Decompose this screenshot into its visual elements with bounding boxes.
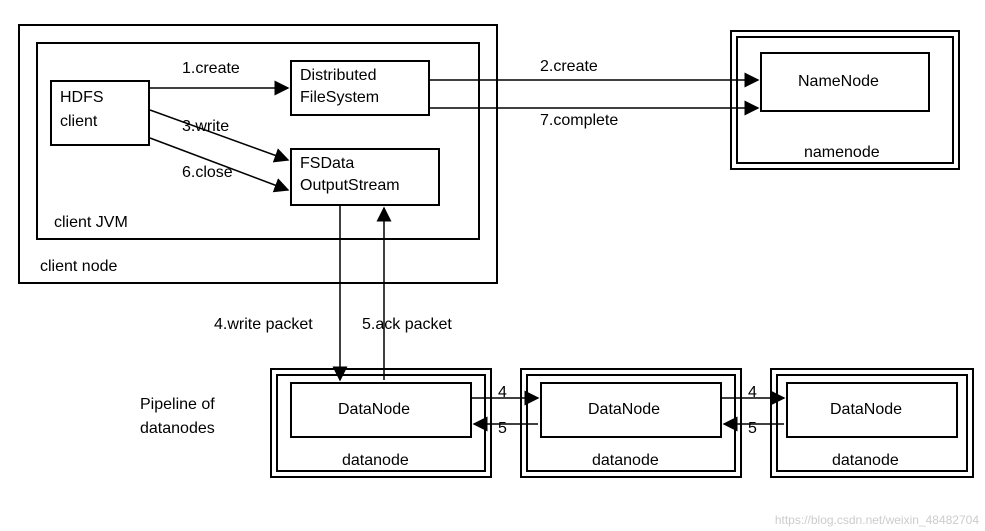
dist-fs-box: Distributed FileSystem [290,60,430,116]
dn2-box: DataNode [540,382,722,438]
edge-6-close: 6.close [182,164,233,182]
fsdata-l1: FSData [300,155,354,172]
edge-3-write: 3.write [182,118,229,136]
client-node-label: client node [40,258,117,276]
namenode-outer-label: namenode [804,144,880,162]
edge-4-write-packet: 4.write packet [214,316,313,334]
dn3-outer-label: datanode [832,452,899,470]
edge-p5-b: 5 [748,420,757,438]
client-jvm-label: client JVM [54,214,128,232]
edge-1-create: 1.create [182,60,240,78]
dn1-outer-label: datanode [342,452,409,470]
hdfs-client-box: HDFS client [50,80,150,146]
namenode-box: NameNode [760,52,930,112]
pipeline-l1: Pipeline of [140,396,215,414]
watermark: https://blog.csdn.net/weixin_48482704 [775,513,979,527]
edge-5-ack-packet: 5.ack packet [362,316,452,334]
dn1-box: DataNode [290,382,472,438]
namenode-label: NameNode [798,73,879,90]
dist-fs-l1: Distributed [300,67,376,84]
edge-p5-a: 5 [498,420,507,438]
fsdata-box: FSData OutputStream [290,148,440,206]
dn3-label: DataNode [830,401,902,418]
dn1-label: DataNode [338,401,410,418]
pipeline-l2: datanodes [140,420,215,438]
edge-7-complete: 7.complete [540,112,618,130]
dn2-label: DataNode [588,401,660,418]
edge-2-create: 2.create [540,58,598,76]
fsdata-l2: OutputStream [300,177,400,194]
hdfs-client-l1: HDFS [60,89,104,106]
edge-p4-b: 4 [748,384,757,402]
hdfs-client-l2: client [60,113,97,130]
edge-p4-a: 4 [498,384,507,402]
dn3-box: DataNode [786,382,958,438]
dn2-outer-label: datanode [592,452,659,470]
dist-fs-l2: FileSystem [300,89,379,106]
